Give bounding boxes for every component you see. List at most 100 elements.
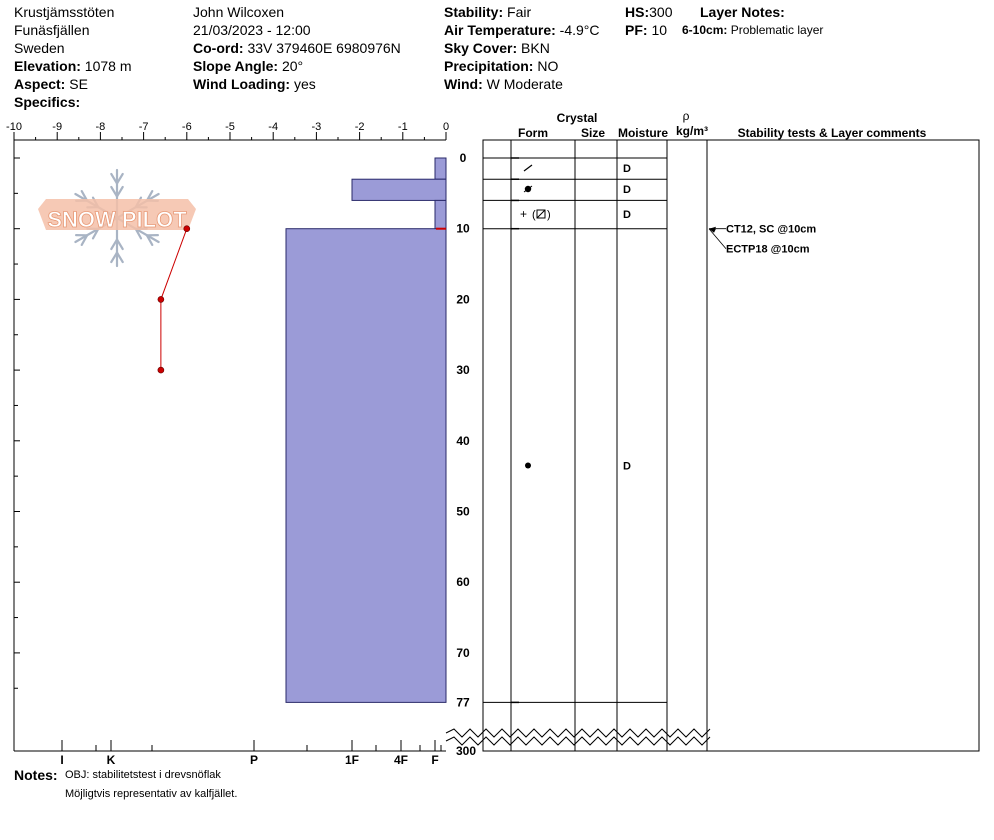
- notes-line-2: Möjligtvis representativ av kalfjället.: [65, 788, 238, 800]
- location-name: Krustjämsstöten: [14, 4, 115, 20]
- coord-field: Co-ord: 33V 379460E 6980976N: [193, 39, 401, 57]
- snowflake-branch: [115, 172, 124, 185]
- temperature-profile: [157, 225, 446, 374]
- temp-tick-label: -4: [268, 121, 278, 133]
- depth-tick-label: 50: [456, 505, 470, 519]
- snowflake-branch: [110, 185, 119, 198]
- hardness-tick-label: 4F: [394, 753, 408, 767]
- moisture-value: D: [623, 209, 631, 221]
- facet-box-icon: [536, 209, 546, 219]
- stability-test-label: CT12, SC @10cm: [726, 224, 816, 236]
- sky-cover-field: Sky Cover: BKN: [444, 39, 550, 57]
- aspect-label: Aspect:: [14, 76, 66, 92]
- coord-label: Co-ord:: [193, 40, 244, 56]
- left-depth-ticks: [14, 157, 20, 689]
- hs-field: HS:300: [625, 3, 672, 21]
- snowflake-branch: [115, 251, 124, 264]
- air-temperature-field: Air Temperature: -4.9°C: [444, 21, 600, 39]
- temp-tick-label: -6: [182, 121, 192, 133]
- air-temperature-value: -4.9°C: [559, 22, 600, 38]
- crystal-header: Crystal: [557, 111, 598, 125]
- coord-value: 33V 379460E 6980976N: [247, 40, 401, 56]
- observer-name: John Wilcoxen: [193, 4, 285, 20]
- paren-left: (: [532, 209, 536, 221]
- elevation-value: 1078 m: [84, 58, 132, 74]
- layer-note-depth: 6-10cm:: [682, 23, 728, 37]
- depth-total-label: 300: [456, 744, 476, 758]
- hs-value: 300: [649, 4, 673, 20]
- depth-tick-label: 60: [456, 575, 470, 589]
- moisture-value: D: [623, 163, 631, 175]
- sky-cover-value: BKN: [521, 40, 550, 56]
- range-name: Funäsfjällen: [14, 22, 90, 38]
- temp-tick-label: 0: [443, 121, 449, 133]
- form-header: Form: [518, 126, 548, 140]
- temp-tick-label: -1: [398, 121, 408, 133]
- hardness-tick-label: P: [250, 753, 258, 767]
- hardness-tick-label: K: [107, 753, 116, 767]
- temp-tick-label: -9: [52, 121, 62, 133]
- aspect-value: SE: [69, 76, 88, 92]
- hardness-bar-6-10: [434, 199, 447, 230]
- temp-tick-label: -2: [355, 121, 365, 133]
- depth-tick-label: 40: [456, 434, 470, 448]
- temp-tick-label: -7: [139, 121, 149, 133]
- pf-field: PF: 10: [625, 21, 667, 39]
- logo-text: SNOW PILOT: [47, 207, 187, 232]
- stability-test-label: ECTP18 @10cm: [726, 244, 810, 256]
- hardness-bar-3-6: [351, 178, 447, 201]
- plus-icon: +: [520, 207, 527, 221]
- pf-label: PF:: [625, 22, 648, 38]
- snowflake-branch: [134, 227, 143, 240]
- wind-value: W Moderate: [486, 76, 563, 92]
- slope-angle-label: Slope Angle:: [193, 58, 279, 74]
- snowflake-branch: [110, 172, 119, 185]
- sky-cover-label: Sky Cover:: [444, 40, 518, 56]
- snowflake-branch: [115, 238, 124, 251]
- hardness-tick-label: 1F: [345, 753, 359, 767]
- elevation-field: Elevation: 1078 m: [14, 57, 132, 75]
- elevation-label: Elevation:: [14, 58, 81, 74]
- wind-loading-value: yes: [293, 76, 316, 92]
- temperature-point: [157, 366, 165, 374]
- notes-line-1: OBJ: stabilitetstest i drevsnöflak: [65, 769, 221, 781]
- notes-label: Notes:: [14, 767, 58, 783]
- depth-tick-label: 30: [456, 363, 470, 377]
- wind-loading-label: Wind Loading:: [193, 76, 291, 92]
- depth-tick-label: 0: [460, 151, 467, 165]
- depth-axis: 0 10 20 30 40 50 60 70 77 300: [445, 140, 711, 758]
- temperature-line: [160, 228, 188, 371]
- pf-value: 10: [651, 22, 668, 38]
- temp-tick-label: -10: [6, 121, 22, 133]
- air-temperature-label: Air Temperature:: [444, 22, 556, 38]
- temp-tick-label: -3: [312, 121, 322, 133]
- depth-tick-label: 20: [456, 292, 470, 306]
- country-name: Sweden: [14, 40, 65, 56]
- hardness-tick-label: I: [60, 753, 63, 767]
- snowflake-branch: [91, 227, 100, 240]
- layer-notes-label: Layer Notes:: [700, 4, 785, 20]
- depth-break-zigzag: [445, 728, 711, 738]
- layer-table: [482, 139, 980, 752]
- hs-label: HS:: [625, 4, 650, 20]
- temperature-point: [183, 225, 191, 232]
- rho-header: ρ: [683, 109, 690, 123]
- snowflake-branch: [110, 251, 119, 264]
- hardness-tick-label: F: [431, 753, 438, 767]
- temperature-axis: -10 -9 -8 -7 -6 -5 -4 -3 -2 -1 0: [6, 121, 449, 140]
- snowflake-branch: [110, 238, 119, 251]
- layer-note-text: Problematic layer: [730, 23, 824, 37]
- temp-tick-label: -5: [225, 121, 235, 133]
- snowflake-branch: [115, 185, 124, 198]
- wind-field: Wind: W Moderate: [444, 75, 563, 93]
- stability-field: Stability: Fair: [444, 3, 531, 21]
- stability-tests: CT12, SC @10cm ECTP18 @10cm: [708, 224, 816, 256]
- precipitation-value: NO: [537, 58, 559, 74]
- hardness-bar-10-77: [285, 228, 447, 703]
- wind-label: Wind:: [444, 76, 483, 92]
- stability-value: Fair: [507, 4, 532, 20]
- precipitation-label: Precipitation:: [444, 58, 534, 74]
- hardness-axis: I K P 1F 4F F: [60, 740, 442, 767]
- table-border: [482, 139, 980, 752]
